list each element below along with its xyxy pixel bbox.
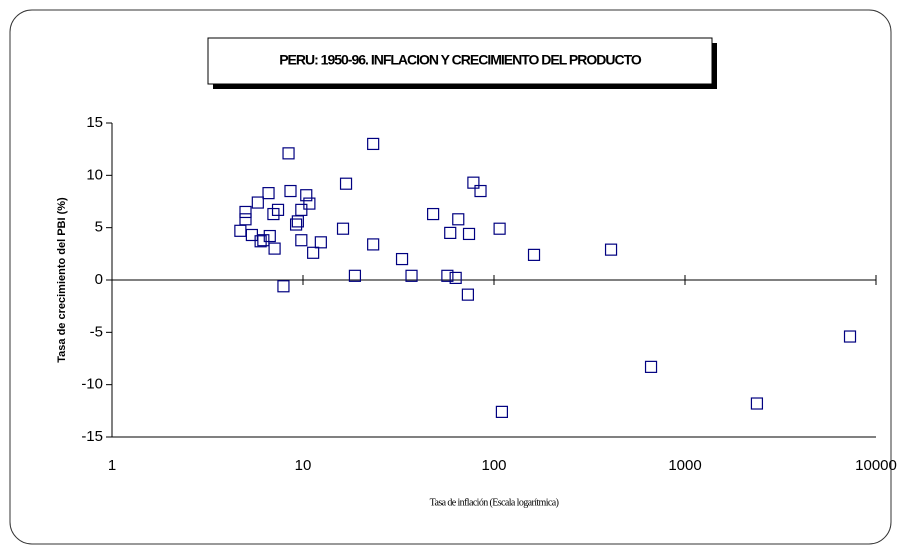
y-tick-label: -10 (81, 376, 103, 393)
point (277, 280, 290, 293)
point (282, 147, 295, 160)
point (527, 248, 541, 261)
x-axis-label: Tasa de inflación (Escala logarítmica) (430, 497, 559, 508)
x-tick-label: 1000 (668, 457, 701, 474)
title-box (207, 37, 713, 85)
point (467, 176, 480, 189)
point (289, 218, 303, 231)
point (307, 246, 320, 259)
point (267, 207, 280, 221)
y-axis-label: Tasa de crecimiento del PBI (%) (56, 197, 68, 363)
point (449, 271, 462, 285)
point (750, 397, 764, 410)
point (444, 226, 457, 239)
y-tick-label: 5 (95, 219, 103, 236)
point (493, 222, 506, 235)
point (239, 213, 252, 226)
y-tick-label: 15 (86, 114, 103, 131)
point (271, 203, 285, 216)
point (348, 269, 362, 282)
point (395, 252, 409, 266)
point (441, 269, 454, 282)
y-tick-label: -15 (81, 428, 103, 445)
point (295, 234, 308, 247)
point (284, 184, 297, 198)
x-tick-label: 10000 (855, 457, 897, 474)
point (462, 227, 476, 241)
point (474, 184, 487, 198)
point (314, 236, 327, 249)
point (843, 330, 857, 343)
point (367, 238, 380, 251)
y-tick-label: -5 (90, 323, 103, 340)
point (300, 189, 313, 202)
y-tick-label: 0 (95, 271, 103, 288)
point (452, 213, 465, 226)
x-tick-label: 100 (481, 457, 506, 474)
point (239, 205, 252, 219)
point (263, 229, 276, 243)
point (268, 242, 281, 255)
point (495, 405, 509, 418)
point (336, 222, 350, 235)
point (427, 207, 440, 221)
point (367, 137, 380, 151)
point (461, 288, 474, 301)
point (303, 197, 316, 210)
plot-area: -15 -10 -5 0 5 10 15 1 10 100 1000 10000 (81, 114, 897, 474)
x-tick-label: 10 (295, 457, 312, 474)
x-tick-label: 1 (108, 457, 116, 474)
y-tick-label: 10 (86, 166, 103, 183)
point (339, 177, 353, 190)
point (644, 360, 658, 373)
chart-title: PERU: 1950-96. INFLACION Y CRECIMIENTO D… (279, 52, 642, 68)
point (405, 269, 418, 282)
point (257, 234, 270, 247)
point (251, 196, 264, 209)
point (262, 187, 275, 200)
point (604, 243, 618, 256)
point (295, 203, 308, 216)
